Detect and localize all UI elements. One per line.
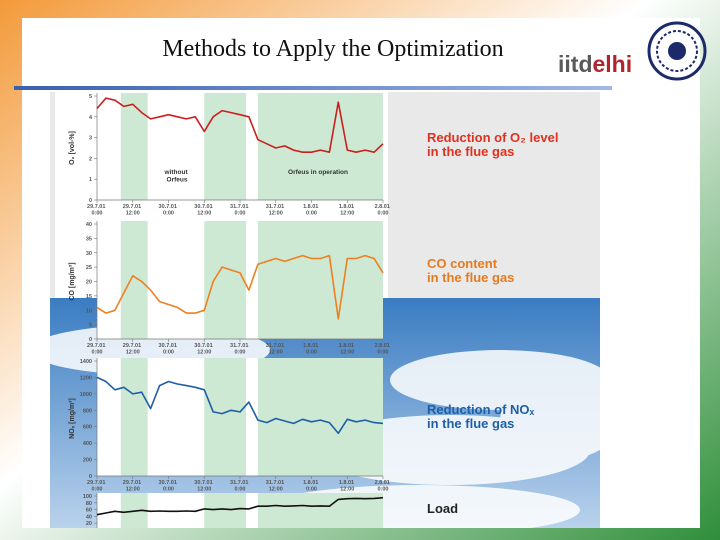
x-tick-label: 31.7.01 0:00 (230, 204, 250, 216)
x-tick-label: 2.8.01 0:00 (375, 343, 392, 355)
slide-title: Methods to Apply the Optimization (162, 36, 503, 62)
y-tick-label: 60 (86, 508, 92, 514)
y-tick-label: 400 (83, 441, 92, 447)
x-tick-label: 30.7.01 0:00 (159, 343, 179, 355)
x-tick-label: 30.7.01 0:00 (159, 204, 179, 216)
x-tick-label: 1.8.01 0:00 (303, 343, 320, 355)
header-rule (14, 86, 612, 90)
shaded-period (257, 93, 383, 200)
y-tick-label: 200 (83, 458, 92, 464)
chart-caption: in the flue gas (427, 144, 514, 159)
y-tick-label: 5 (89, 323, 92, 329)
y-tick-label: 2 (89, 156, 92, 162)
figure: 0 1 2 3 4 5 29.7.01 0:00 29.7.01 12:00 30.7.01 0… (50, 92, 600, 528)
shaded-period (204, 493, 246, 528)
y-tick-label: 800 (83, 408, 92, 414)
y-tick-label: 30 (86, 251, 92, 257)
chart-caption: in the flue gas (427, 270, 514, 285)
x-tick-label: 29.7.01 0:00 (87, 480, 107, 492)
x-tick-label: 1.8.01 0:00 (303, 480, 320, 492)
x-tick-label: 31.7.01 12:00 (266, 204, 286, 216)
y-tick-label: 1400 (80, 359, 92, 365)
logo-part: elhi (593, 51, 633, 77)
x-tick-label: 29.7.01 0:00 (87, 204, 107, 216)
y-tick-label: 600 (83, 425, 92, 431)
y-tick-label: 25 (86, 265, 92, 271)
annotation: without Orfeus (164, 169, 190, 183)
logo-part: iitd (558, 51, 593, 77)
annotation: Orfeus in operation (288, 169, 348, 176)
shaded-period (120, 93, 148, 200)
chart-caption: Reduction of O₂ level (427, 130, 558, 145)
y-axis-label: O₂ [vol-%] (69, 131, 76, 165)
chart-caption: CO content (427, 256, 498, 271)
x-tick-label: 1.8.01 12:00 (339, 480, 356, 492)
x-tick-label: 29.7.01 12:00 (123, 204, 143, 216)
y-tick-label: 0 (89, 198, 92, 204)
x-tick-label: 31.7.01 0:00 (230, 480, 250, 492)
shaded-period (204, 221, 246, 339)
shaded-period (257, 358, 383, 476)
data-line (96, 496, 384, 516)
y-tick-label: 5 (89, 94, 92, 100)
x-tick-label: 31.7.01 12:00 (266, 480, 286, 492)
x-tick-label: 2.8.01 0:00 (375, 480, 392, 492)
chart-caption: Load (427, 501, 458, 516)
x-tick-label: 30.7.01 0:00 (159, 480, 179, 492)
y-tick-label: 0 (89, 337, 92, 343)
emblem (647, 21, 707, 81)
y-tick-label: 20 (86, 521, 92, 527)
x-tick-label: 1.8.01 0:00 (303, 204, 320, 216)
x-tick-label: 2.8.01 0:00 (375, 204, 392, 216)
y-tick-label: 3 (89, 136, 92, 142)
y-tick-label: 80 (86, 501, 92, 507)
charts: 0 1 2 3 4 5 29.7.01 0:00 29.7.01 12:00 30.7.01 0… (69, 93, 392, 528)
shaded-period (204, 358, 246, 476)
y-tick-label: 1200 (80, 375, 92, 381)
x-tick-label: 30.7.01 12:00 (194, 343, 214, 355)
y-tick-label: 40 (86, 222, 92, 228)
x-tick-label: 29.7.01 0:00 (87, 343, 107, 355)
x-tick-label: 30.7.01 12:00 (194, 480, 214, 492)
data-line (96, 97, 384, 153)
x-tick-label: 31.7.01 12:00 (266, 343, 286, 355)
shaded-period (257, 221, 383, 339)
x-tick-label: 31.7.01 0:00 (230, 343, 250, 355)
shaded-period (120, 221, 148, 339)
chart-caption: Reduction of NOₓ (427, 402, 535, 417)
y-tick-label: 15 (86, 294, 92, 300)
shaded-period (120, 358, 148, 476)
y-tick-label: 100 (83, 494, 92, 500)
y-tick-label: 1 (89, 177, 92, 183)
y-tick-label: 4 (89, 115, 93, 121)
y-tick-label: 40 (86, 514, 92, 520)
logo: iitdelhi (558, 51, 632, 77)
data-line (96, 376, 384, 435)
data-line (96, 254, 384, 320)
x-tick-label: 1.8.01 12:00 (339, 204, 356, 216)
x-tick-label: 30.7.01 12:00 (194, 204, 214, 216)
x-tick-label: 1.8.01 12:00 (339, 343, 356, 355)
x-tick-label: 29.7.01 12:00 (123, 343, 143, 355)
y-tick-label: 0 (89, 474, 92, 480)
y-axis-label: NOₓ [mg/m³] (69, 398, 76, 439)
y-axis-label: CO [mg/m³] (69, 262, 76, 300)
x-tick-label: 29.7.01 12:00 (123, 480, 143, 492)
y-tick-label: 10 (86, 308, 92, 314)
y-tick-label: 1000 (80, 392, 92, 398)
y-tick-label: 35 (86, 236, 92, 242)
y-tick-label: 20 (86, 280, 92, 286)
chart-caption: in the flue gas (427, 416, 514, 431)
shaded-period (204, 93, 246, 200)
